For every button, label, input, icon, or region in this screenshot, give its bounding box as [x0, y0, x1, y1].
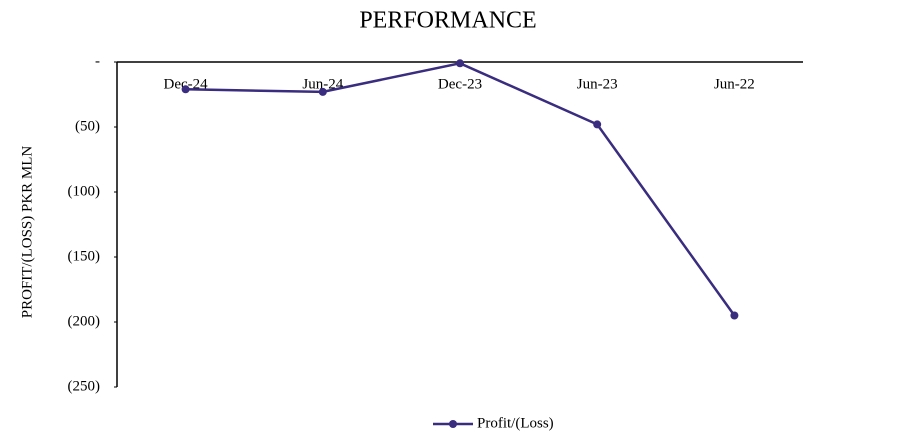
legend-marker	[449, 420, 457, 428]
x-tick-label: Jun-22	[714, 76, 755, 92]
x-tick-label: Jun-23	[577, 76, 618, 92]
legend-label: Profit/(Loss)	[477, 415, 554, 431]
data-point	[730, 311, 739, 320]
y-tick-label: (150)	[68, 248, 101, 264]
y-tick-label: -	[95, 53, 100, 69]
y-tick-label: (250)	[68, 378, 101, 394]
data-point	[456, 59, 464, 68]
x-tick-label: Dec-23	[438, 76, 482, 92]
data-point	[318, 87, 327, 96]
data-point	[181, 85, 190, 94]
y-tick-label: (50)	[75, 118, 100, 134]
y-tick-label: (200)	[68, 313, 101, 329]
y-tick-label: (100)	[68, 183, 101, 199]
series-line	[185, 61, 736, 317]
y-axis-title: PROFIT/(LOSS) PKR MLN	[19, 146, 35, 319]
chart-title: PERFORMANCE	[359, 8, 536, 34]
data-point	[593, 120, 602, 129]
